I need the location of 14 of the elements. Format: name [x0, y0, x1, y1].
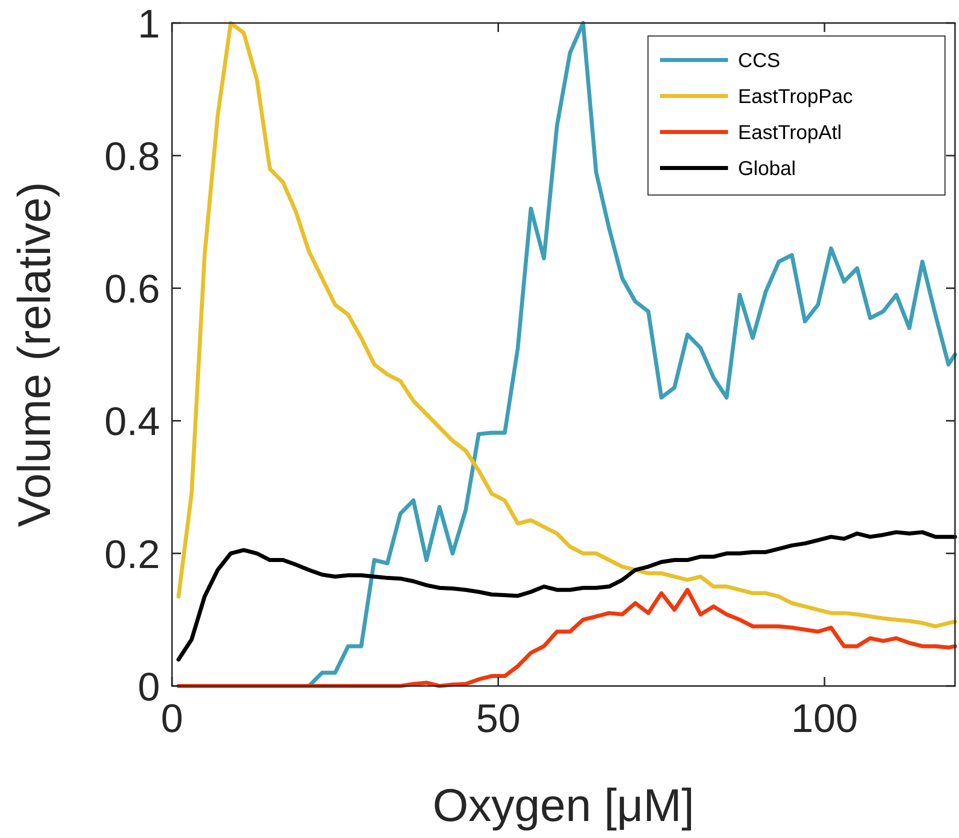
x-tick-label: 100 [791, 697, 858, 741]
y-tick-label: 0.4 [104, 400, 160, 444]
legend-label: Global [738, 158, 796, 180]
legend-label: CCS [738, 50, 780, 72]
legend-label: EastTropPac [738, 86, 853, 108]
y-tick-label: 1 [138, 2, 160, 46]
y-axis-title: Volume (relative) [8, 182, 60, 528]
y-tick-label: 0.2 [104, 532, 160, 577]
legend-label: EastTropAtl [738, 122, 842, 144]
x-tick-label: 50 [476, 697, 520, 741]
y-tick-label: 0.6 [104, 268, 160, 312]
x-axis-title: Oxygen [μM] [432, 779, 694, 831]
y-tick-label: 0 [138, 665, 160, 710]
y-tick-label: 0.8 [104, 135, 160, 179]
